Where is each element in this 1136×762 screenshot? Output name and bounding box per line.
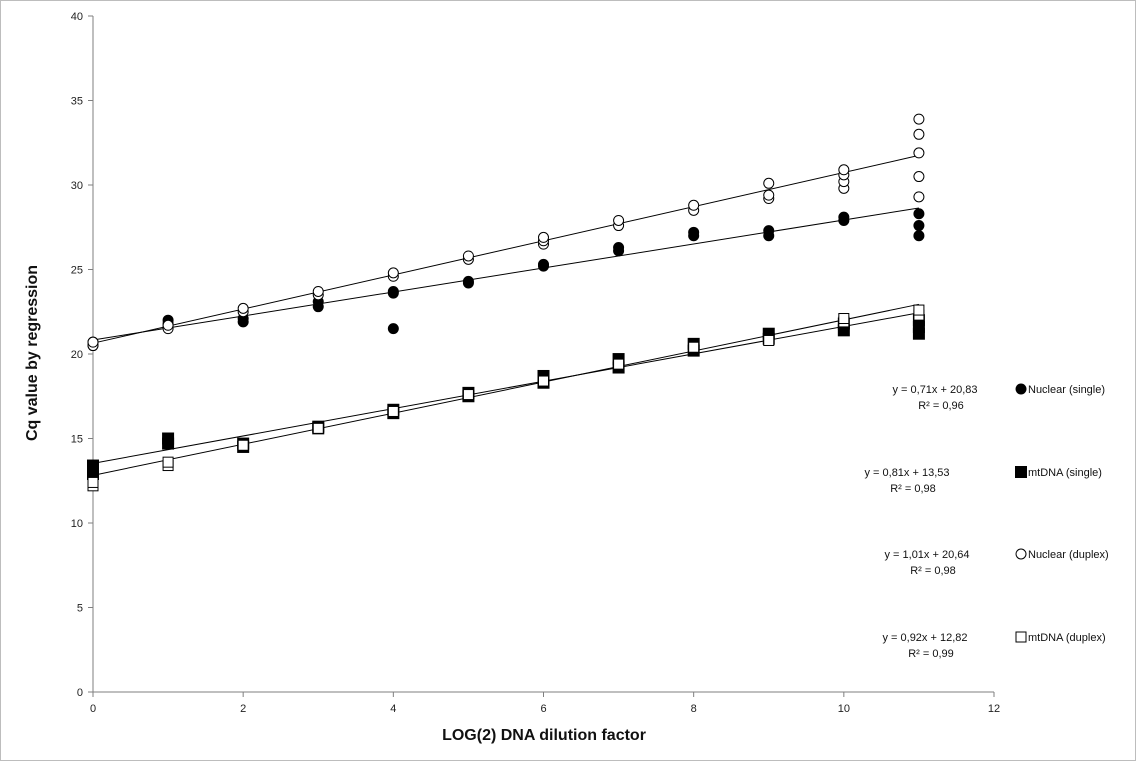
y-tick-label: 5 — [77, 603, 83, 615]
trendline-equation: y = 0,92x + 12,82 — [882, 632, 967, 644]
legend-marker — [1015, 466, 1027, 478]
data-point — [237, 439, 249, 451]
legend-marker — [1015, 631, 1027, 643]
x-tick-label: 4 — [390, 703, 396, 715]
trendline — [92, 154, 920, 344]
data-point — [613, 214, 625, 226]
data-point — [162, 432, 175, 445]
data-point — [387, 405, 399, 417]
y-tick-label: 20 — [71, 349, 83, 361]
y-tick-label: 35 — [71, 96, 83, 108]
y-tick-label: 40 — [71, 11, 83, 23]
data-point — [763, 189, 775, 201]
legend-label: mtDNA (duplex) — [1028, 632, 1106, 644]
data-point — [237, 302, 249, 314]
data-point — [312, 285, 324, 297]
x-tick-label: 12 — [988, 703, 1000, 715]
data-point — [538, 231, 549, 243]
data-point — [162, 319, 174, 331]
data-point — [688, 199, 700, 211]
data-point — [462, 250, 474, 262]
trendlines — [92, 154, 920, 476]
legend-marker — [1015, 383, 1027, 395]
trendline-equation: y = 1,01x + 20,64 — [884, 549, 969, 561]
data-point — [763, 177, 775, 189]
y-tick-label: 30 — [71, 180, 83, 192]
axes: 0 5 10 15 20 25 30 35 40 0 2 4 6 8 10 12 — [71, 11, 1000, 715]
data-point — [462, 275, 474, 287]
trendline-r-squared: R² = 0,98 — [890, 483, 936, 495]
data-point — [913, 191, 925, 203]
y-tick-label: 0 — [77, 687, 83, 699]
trendline — [92, 303, 920, 476]
data-point — [387, 285, 399, 297]
trendline-equation: y = 0,71x + 20,83 — [892, 384, 977, 396]
data-point — [838, 164, 850, 176]
trendline-r-squared: R² = 0,98 — [910, 565, 956, 577]
data-point — [913, 220, 925, 232]
y-axis-title: Cq value by regression — [24, 265, 41, 441]
trendline-equation: y = 0,81x + 13,53 — [864, 467, 949, 479]
x-tick-label: 10 — [838, 703, 850, 715]
trendline-r-squared: R² = 0,96 — [918, 400, 964, 412]
data-point — [613, 358, 625, 370]
y-tick-label: 25 — [71, 265, 83, 277]
legend-label: Nuclear (single) — [1028, 384, 1105, 396]
data-point — [613, 242, 625, 254]
data-point — [462, 389, 474, 401]
trendline — [92, 312, 920, 464]
data-point — [688, 226, 700, 238]
x-tick-label: 6 — [540, 703, 546, 715]
trendline — [92, 207, 919, 341]
x-axis-title: LOG(2) DNA dilution factor — [442, 727, 646, 744]
y-tick-label: 15 — [71, 434, 83, 446]
data-point — [913, 113, 925, 125]
data-point — [838, 211, 850, 223]
data-point — [87, 459, 99, 472]
data-point — [763, 225, 775, 237]
data-point — [913, 304, 925, 316]
data-point — [913, 171, 925, 183]
data-point — [387, 267, 399, 279]
data-point — [913, 128, 925, 140]
x-tick-label: 2 — [240, 703, 246, 715]
data-point — [688, 341, 700, 353]
data-markers — [87, 113, 925, 492]
legend-marker — [1015, 548, 1027, 560]
data-point — [763, 334, 775, 346]
legend-and-equations: y = 0,71x + 20,83 R² = 0,96 Nuclear (singl… — [864, 383, 1109, 660]
data-point — [162, 456, 174, 468]
data-point — [913, 230, 925, 242]
data-point — [538, 258, 549, 270]
data-point — [538, 375, 549, 387]
x-tick-label: 8 — [691, 703, 697, 715]
data-point — [387, 323, 399, 335]
x-tick-label: 0 — [90, 703, 96, 715]
data-point — [87, 336, 99, 348]
data-point — [312, 422, 324, 434]
data-point — [913, 208, 925, 220]
data-point — [913, 147, 925, 159]
trendline-r-squared: R² = 0,99 — [908, 648, 954, 660]
y-tick-label: 10 — [71, 518, 83, 530]
legend-label: mtDNA (single) — [1028, 467, 1102, 479]
legend-label: Nuclear (duplex) — [1028, 549, 1109, 561]
data-point — [838, 313, 850, 325]
data-point — [87, 476, 99, 488]
